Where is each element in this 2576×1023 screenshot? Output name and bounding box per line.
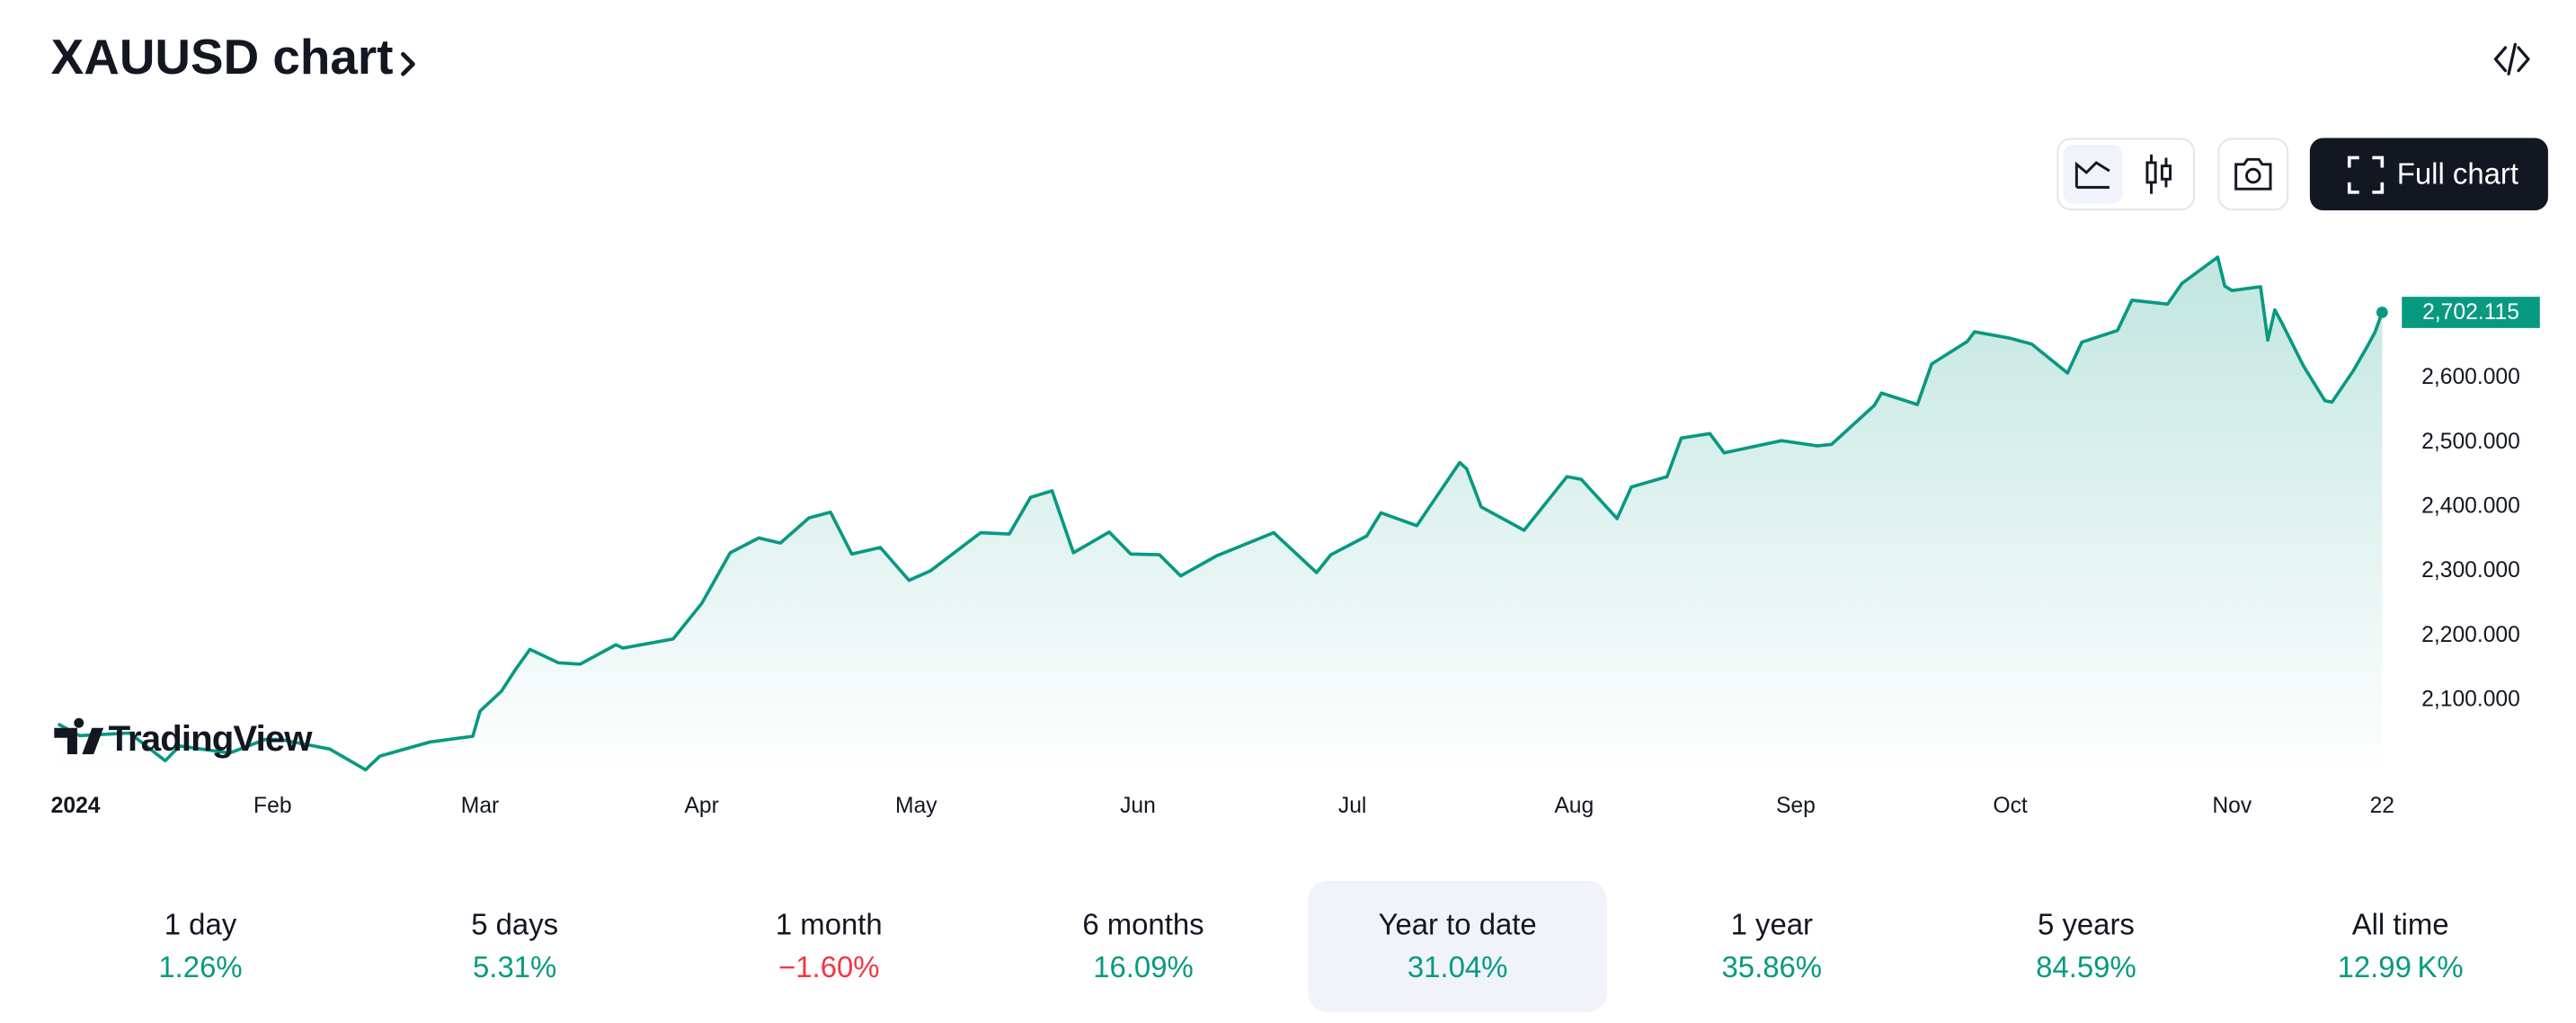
last-point (2376, 307, 2388, 318)
period-tab[interactable]: 5 days 5.31% (471, 908, 558, 984)
x-tick-label: Nov (2212, 794, 2252, 818)
title-chevron[interactable] (401, 51, 415, 76)
period-highlight (1308, 880, 1607, 1012)
period-tab[interactable]: 1 year 35.86% (1722, 908, 1823, 984)
period-tab[interactable]: 5 years 84.59% (2036, 908, 2136, 984)
x-tick-label: Feb (253, 794, 292, 818)
period-label: 5 days (471, 908, 558, 941)
x-tick-label: May (895, 794, 937, 818)
x-tick-label: Jun (1120, 794, 1156, 818)
watermark-text: TradingView (109, 718, 314, 759)
fullscreen-icon (2347, 156, 2385, 194)
candle-style-button[interactable] (2145, 154, 2172, 194)
period-tab[interactable]: All time 12.99 K% (2338, 908, 2464, 984)
period-label: All time (2352, 908, 2449, 941)
period-tab[interactable]: Year to date 31.04% (1308, 880, 1607, 1012)
full-chart-label[interactable]: Full chart (2397, 156, 2518, 190)
period-label: 1 month (776, 908, 883, 941)
period-change: 16.09% (1093, 950, 1194, 983)
x-tick-label: Aug (1554, 794, 1594, 818)
period-label: 5 years (2038, 908, 2135, 941)
x-tick-label: Jul (1338, 794, 1367, 818)
y-tick-label: 2,500.000 (2421, 430, 2520, 454)
x-tick-label: Sep (1776, 794, 1816, 818)
price-line (57, 255, 2385, 772)
period-label: Year to date (1379, 908, 1537, 941)
period-label: 1 year (1731, 908, 1813, 941)
y-tick-label: 2,200.000 (2421, 623, 2520, 647)
area-icon (2074, 161, 2110, 189)
full-chart-button[interactable] (2309, 138, 2548, 210)
x-tick-label: Mar (461, 794, 499, 818)
period-label: 6 months (1082, 908, 1204, 941)
period-tab[interactable]: 1 day 1.26% (158, 908, 242, 984)
y-tick-label: 2,400.000 (2421, 494, 2520, 518)
camera-icon (2234, 157, 2272, 191)
period-label: 1 day (164, 908, 237, 941)
y-tick-label: 2,300.000 (2421, 558, 2520, 583)
watermark: TradingView (54, 717, 314, 759)
price-tag-label: 2,702.115 (2422, 300, 2519, 325)
period-change: 31.04% (1408, 950, 1508, 983)
x-tick-label: 22 (2370, 794, 2394, 818)
period-change: −1.60% (778, 950, 879, 983)
period-tab[interactable]: 6 months 16.09% (1082, 908, 1204, 984)
period-tab[interactable]: 1 month −1.60% (776, 908, 883, 984)
x-tick-label: Oct (1993, 794, 2028, 818)
period-change: 84.59% (2036, 950, 2136, 983)
y-tick-label: 2,100.000 (2421, 687, 2520, 711)
x-tick-label: 2024 (51, 794, 101, 818)
period-change: 35.86% (1722, 950, 1823, 983)
period-change: 1.26% (158, 950, 242, 983)
area (58, 257, 2383, 776)
title[interactable]: XAUUSD chart (51, 29, 394, 85)
price-tag (2402, 297, 2540, 328)
period-change: 5.31% (473, 950, 556, 983)
area-style-button[interactable] (2063, 144, 2123, 204)
y-tick-label: 2,600.000 (2421, 365, 2520, 389)
x-tick-label: Apr (684, 794, 718, 818)
snapshot-button[interactable] (2217, 138, 2289, 210)
embed-icon[interactable] (2493, 42, 2530, 76)
period-change: 12.99 K% (2338, 950, 2464, 983)
